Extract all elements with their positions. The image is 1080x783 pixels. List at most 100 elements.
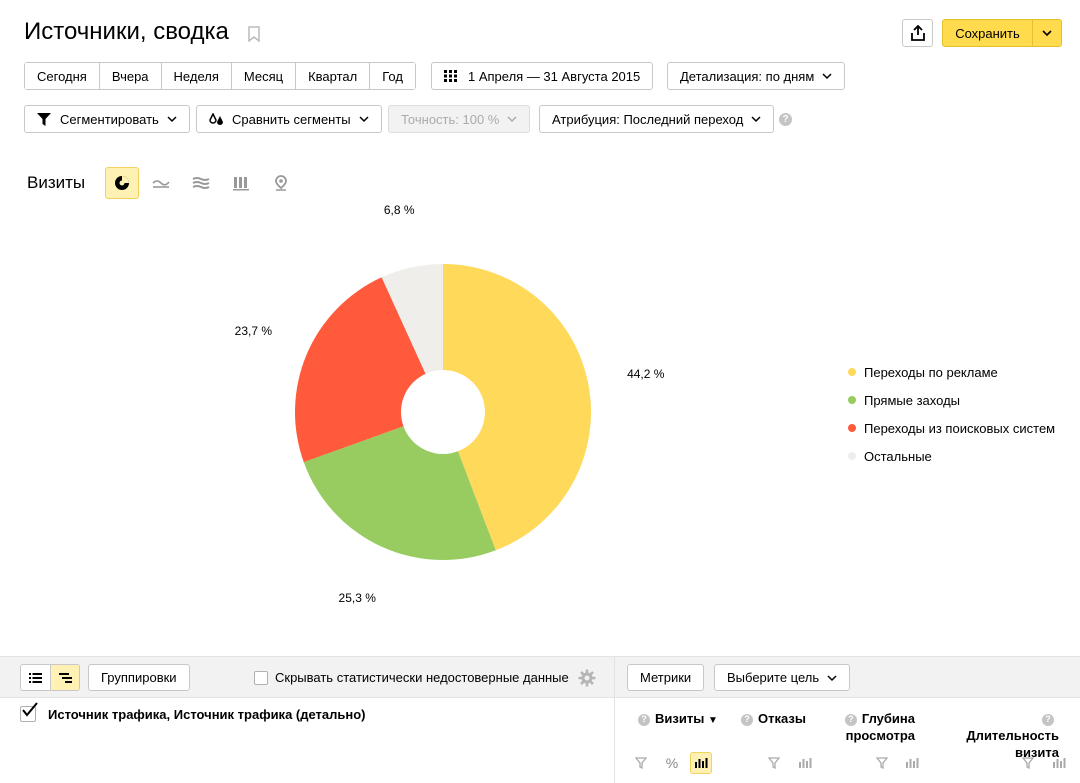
column-header-bounces[interactable]: ? Отказы — [741, 710, 806, 727]
line-chart-icon — [152, 180, 170, 188]
help-icon[interactable]: ? — [779, 113, 792, 126]
column-label: Визиты — [655, 711, 705, 726]
filter-button[interactable] — [630, 752, 652, 774]
segment-button[interactable]: Сегментировать — [24, 105, 190, 133]
chevron-down-icon — [1042, 29, 1052, 36]
segment-label: Сегментировать — [60, 111, 159, 127]
help-icon[interactable]: ? — [638, 713, 650, 726]
legend-label: Остальные — [864, 448, 932, 464]
dimension-header: Источник трафика, Источник трафика (дета… — [20, 702, 366, 722]
goal-label: Выберите цель — [727, 670, 820, 685]
filter-button[interactable] — [763, 752, 785, 774]
legend-swatch — [848, 368, 856, 376]
page-title: Источники, сводка — [24, 18, 229, 45]
date-range-button[interactable]: 1 Апреля — 31 Августа 2015 — [431, 62, 654, 90]
period-yesterday[interactable]: Вчера — [99, 63, 162, 89]
pie-chart: 44,2 % 25,3 % 23,7 % 6,8 % — [0, 200, 1080, 620]
column-label: Отказы — [758, 711, 806, 726]
save-dropdown-button[interactable] — [1032, 19, 1062, 47]
bar-chart-toggle[interactable] — [1048, 752, 1070, 774]
period-week[interactable]: Неделя — [161, 63, 232, 89]
pie-chart-icon — [115, 176, 129, 190]
help-icon[interactable]: ? — [741, 713, 753, 726]
chevron-down-icon — [827, 674, 837, 681]
tree-view-button[interactable] — [50, 665, 79, 690]
period-month[interactable]: Месяц — [231, 63, 297, 89]
metrics-button[interactable]: Метрики — [627, 664, 705, 691]
column-header-depth[interactable]: ? Глубина просмотра — [843, 710, 915, 744]
compare-label: Сравнить сегменты — [232, 111, 351, 127]
chart-type-area-button[interactable] — [184, 167, 218, 199]
period-quarter[interactable]: Квартал — [296, 63, 371, 89]
bar-chart-toggle[interactable] — [901, 752, 923, 774]
legend-label: Переходы из поисковых систем — [864, 420, 1056, 436]
accuracy-label: Точность: 100 % — [401, 111, 500, 127]
chevron-down-icon — [822, 73, 832, 80]
list-view-button[interactable] — [21, 665, 50, 690]
goal-dropdown[interactable]: Выберите цель — [714, 664, 851, 691]
percent-label: % — [665, 755, 679, 771]
bookmark-icon[interactable] — [248, 26, 260, 42]
donut-hole — [401, 370, 485, 454]
compare-segments-button[interactable]: Сравнить сегменты — [196, 105, 382, 133]
legend-label: Переходы по рекламе — [864, 364, 998, 380]
detail-label: Детализация: по дням — [680, 68, 815, 84]
bar-chart-toggle[interactable] — [794, 752, 816, 774]
slice-percent-label: 25,3 % — [338, 591, 376, 606]
period-selector: Сегодня Вчера Неделя Месяц Квартал Год — [24, 62, 416, 90]
save-button[interactable]: Сохранить — [942, 19, 1033, 47]
period-today[interactable]: Сегодня — [25, 63, 100, 89]
calendar-icon — [444, 70, 457, 82]
dimension-label: Источник трафика, Источник трафика (дета… — [48, 706, 366, 722]
attribution-dropdown[interactable]: Атрибуция: Последний переход — [539, 105, 775, 133]
help-icon[interactable]: ? — [844, 713, 857, 726]
pie-chart-svg — [295, 264, 592, 560]
chevron-down-icon — [359, 116, 369, 123]
chevron-down-icon — [507, 116, 517, 123]
column-label: просмотра — [845, 728, 915, 743]
legend-item[interactable]: Остальные — [848, 442, 1055, 470]
column-divider — [614, 656, 615, 783]
filter-button[interactable] — [1017, 752, 1039, 774]
slice-percent-label: 6,8 % — [383, 202, 415, 217]
filter-button[interactable] — [871, 752, 893, 774]
bar-chart-toggle[interactable] — [690, 752, 712, 774]
bar-chart-icon — [906, 758, 919, 768]
groupings-button[interactable]: Группировки — [88, 664, 190, 691]
legend-swatch — [848, 452, 856, 460]
detail-dropdown[interactable]: Детализация: по дням — [667, 62, 846, 90]
dimension-checkbox[interactable] — [20, 702, 38, 722]
chart-type-bar-button[interactable] — [224, 167, 258, 199]
slice-percent-label: 44,2 % — [627, 366, 665, 381]
chart-type-pie-button[interactable] — [105, 167, 139, 199]
hide-unreliable-checkbox[interactable] — [254, 670, 268, 685]
column-header-visits[interactable]: ? Визиты ▼ — [638, 710, 718, 729]
chevron-down-icon — [751, 116, 761, 123]
column-label: Длительность — [966, 728, 1059, 743]
gear-icon[interactable] — [578, 669, 596, 687]
view-toggle — [20, 664, 80, 691]
help-icon[interactable]: ? — [1042, 713, 1054, 726]
sort-desc-icon: ▼ — [707, 715, 718, 726]
accuracy-dropdown[interactable]: Точность: 100 % — [388, 105, 531, 133]
column-header-duration[interactable]: ? Длительность визита — [951, 710, 1059, 761]
share-button[interactable] — [902, 19, 933, 47]
compare-drops-icon — [209, 112, 223, 125]
filter-icon — [37, 112, 51, 126]
legend-item[interactable]: Переходы из поисковых систем — [848, 414, 1055, 442]
legend-item[interactable]: Переходы по рекламе — [848, 358, 1055, 386]
hide-unreliable-toggle[interactable]: Скрывать статистически недостоверные дан… — [254, 670, 569, 685]
column-label: Глубина — [861, 711, 915, 726]
filter-icon — [876, 757, 888, 769]
hide-unreliable-label: Скрывать статистически недостоверные дан… — [275, 670, 569, 685]
chart-type-map-button[interactable] — [264, 167, 298, 199]
bar-chart-icon — [799, 758, 812, 768]
period-year[interactable]: Год — [370, 63, 415, 89]
legend-item[interactable]: Прямые заходы — [848, 386, 1055, 414]
percent-toggle[interactable]: % — [661, 752, 683, 774]
filter-icon — [635, 757, 647, 769]
pie-slice[interactable] — [443, 264, 592, 551]
chart-metric-label: Визиты — [27, 173, 86, 192]
chart-type-line-button[interactable] — [144, 167, 178, 199]
filter-icon — [768, 757, 780, 769]
